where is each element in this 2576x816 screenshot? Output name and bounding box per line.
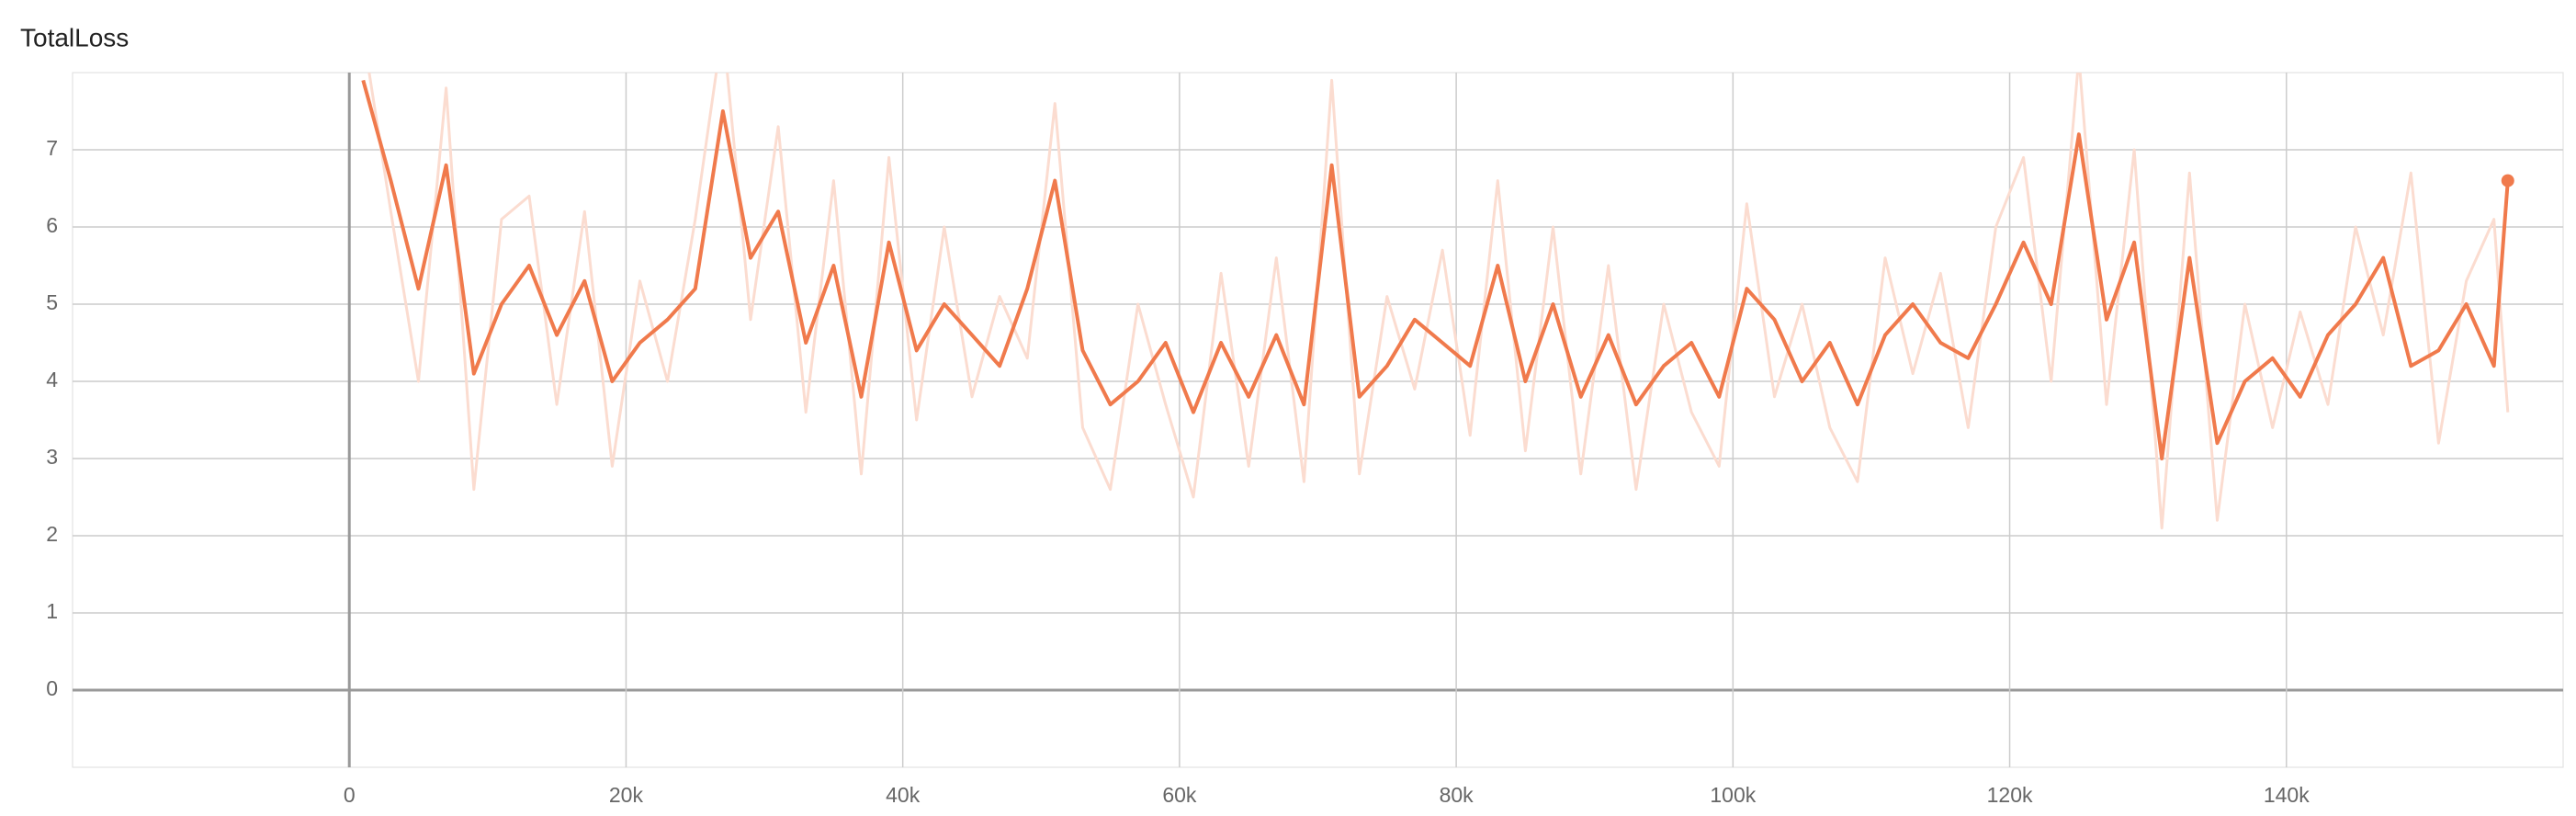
x-tick-label: 100k bbox=[1710, 783, 1756, 807]
line-series bbox=[367, 73, 2510, 530]
line-series bbox=[361, 79, 2510, 460]
y-tick-label: 7 bbox=[46, 136, 58, 160]
y-tick-label: 2 bbox=[46, 522, 58, 546]
x-tick-label: 20k bbox=[609, 783, 644, 807]
y-tick-label: 5 bbox=[46, 290, 58, 314]
y-tick-label: 4 bbox=[46, 368, 58, 391]
y-tick-label: 3 bbox=[46, 445, 58, 469]
y-tick-label: 0 bbox=[46, 676, 58, 700]
x-tick-label: 120k bbox=[1987, 783, 2033, 807]
plot-area bbox=[361, 73, 2514, 530]
plot-frame bbox=[72, 72, 2564, 768]
x-tick-label: 140k bbox=[2264, 783, 2310, 807]
chart-title: TotalLoss bbox=[20, 23, 129, 51]
y-tick-label: 1 bbox=[46, 599, 58, 623]
x-tick-label: 40k bbox=[886, 783, 921, 807]
grid bbox=[72, 72, 2564, 768]
y-tick-label: 6 bbox=[46, 213, 58, 237]
x-tick-label: 80k bbox=[1440, 783, 1474, 807]
x-tick-label: 60k bbox=[1162, 783, 1197, 807]
x-tick-label: 0 bbox=[344, 783, 356, 807]
last-point bbox=[2501, 174, 2514, 187]
